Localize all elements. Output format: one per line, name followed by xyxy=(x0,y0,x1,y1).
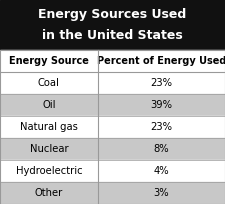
Bar xyxy=(0,160,225,182)
Text: Hydroelectric: Hydroelectric xyxy=(16,166,82,176)
Text: Energy Source: Energy Source xyxy=(9,56,89,66)
Text: 23%: 23% xyxy=(151,122,172,132)
Text: 23%: 23% xyxy=(151,78,172,88)
Text: 3%: 3% xyxy=(154,188,169,198)
Bar xyxy=(0,50,225,72)
Bar xyxy=(0,116,225,138)
Text: 4%: 4% xyxy=(154,166,169,176)
Text: 39%: 39% xyxy=(151,100,172,110)
Text: Nuclear: Nuclear xyxy=(30,144,68,154)
Text: Natural gas: Natural gas xyxy=(20,122,78,132)
Text: Percent of Energy Used: Percent of Energy Used xyxy=(97,56,225,66)
Bar xyxy=(0,72,225,94)
Bar xyxy=(0,94,225,116)
Bar xyxy=(0,138,225,160)
Text: Coal: Coal xyxy=(38,78,60,88)
Text: in the United States: in the United States xyxy=(42,30,183,42)
Text: 8%: 8% xyxy=(154,144,169,154)
Text: Other: Other xyxy=(35,188,63,198)
Bar xyxy=(0,0,225,50)
Bar xyxy=(0,182,225,204)
Text: Oil: Oil xyxy=(42,100,56,110)
Text: Energy Sources Used: Energy Sources Used xyxy=(38,9,187,21)
